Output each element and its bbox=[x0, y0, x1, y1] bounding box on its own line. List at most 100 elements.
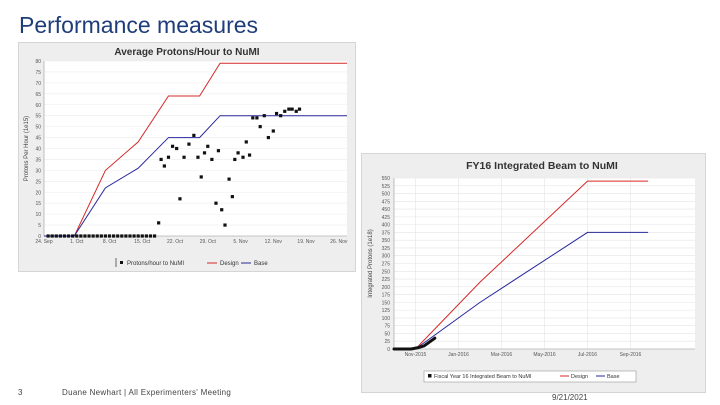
data-point bbox=[136, 234, 140, 238]
x-tick-label: Mar-2016 bbox=[491, 352, 513, 358]
data-point bbox=[210, 157, 214, 162]
protons-per-hour-chart-svg: Average Protons/Hour to NuMI 0 5 10 15 20 25 30… bbox=[19, 43, 355, 271]
data-point bbox=[103, 234, 108, 238]
legend-label-design: Design bbox=[220, 261, 239, 267]
data-point bbox=[46, 234, 50, 238]
data-point bbox=[99, 234, 103, 238]
data-point bbox=[202, 151, 207, 155]
data-point bbox=[220, 208, 224, 212]
legend-box bbox=[423, 370, 637, 383]
data-point bbox=[199, 175, 203, 179]
data-point bbox=[79, 234, 83, 238]
data-point bbox=[266, 135, 270, 140]
y-tick-label: 30 bbox=[35, 168, 41, 174]
data-point bbox=[274, 111, 279, 116]
y-tick-label: 40 bbox=[35, 147, 41, 153]
x-tick-label: 15. Oct bbox=[134, 239, 151, 245]
x-tick-label: May-2016 bbox=[533, 352, 555, 358]
data-point bbox=[148, 234, 153, 238]
y-tick-label: 75 bbox=[384, 324, 390, 330]
data-point bbox=[62, 234, 67, 238]
data-point bbox=[83, 234, 87, 238]
y-tick-label: 25 bbox=[384, 339, 390, 345]
protons-per-hour-chart: Average Protons/Hour to NuMI 0 5 10 15 20 25 30… bbox=[18, 42, 356, 272]
data-point bbox=[95, 234, 99, 238]
data-point bbox=[166, 155, 171, 159]
data-point bbox=[247, 153, 252, 157]
data-point bbox=[244, 140, 248, 144]
footer-date: 9/21/2021 bbox=[552, 393, 588, 402]
y-tick-label: 325 bbox=[382, 246, 391, 252]
y-tick-label: 25 bbox=[35, 179, 41, 185]
y-tick-label: 0 bbox=[38, 234, 41, 240]
y-tick-label: 10 bbox=[35, 212, 41, 218]
y-tick-label: 125 bbox=[382, 308, 391, 314]
legend-label-base: Base bbox=[254, 261, 268, 267]
base-line bbox=[44, 115, 347, 237]
data-point bbox=[230, 195, 234, 199]
y-tick-label: 50 bbox=[384, 331, 390, 337]
chart-title: Average Protons/Hour to NuMI bbox=[114, 47, 259, 58]
y-axis-label: Integrated Protons (1e18) bbox=[368, 229, 374, 297]
data-point bbox=[262, 114, 266, 118]
y-tick-label: 80 bbox=[35, 59, 41, 65]
data-point bbox=[223, 223, 227, 227]
x-tick-label: 5. Nov bbox=[233, 239, 248, 245]
data-point bbox=[120, 234, 124, 238]
y-tick-label: 350 bbox=[382, 238, 391, 244]
data-point bbox=[294, 109, 298, 113]
y-tick-label: 300 bbox=[382, 254, 391, 260]
y-tick-label: 375 bbox=[382, 230, 391, 236]
data-point bbox=[116, 234, 120, 238]
data-point bbox=[54, 234, 58, 238]
data-point bbox=[182, 155, 186, 159]
data-point bbox=[216, 149, 221, 153]
y-tick-label: 5 bbox=[38, 223, 41, 229]
y-tick-label: 400 bbox=[382, 223, 391, 229]
y-tick-label: 20 bbox=[35, 190, 41, 196]
legend-label-points: Protons/hour to NuMI bbox=[127, 261, 184, 267]
chart-title: FY16 Integrated Beam to NuMI bbox=[466, 160, 618, 172]
data-point bbox=[157, 221, 161, 225]
x-tick-label: Nov-2015 bbox=[405, 352, 427, 358]
y-tick-label: 525 bbox=[382, 184, 391, 190]
data-point bbox=[255, 116, 259, 120]
data-point bbox=[112, 234, 116, 238]
y-tick-label: 75 bbox=[35, 70, 41, 76]
x-tick-label: Jan-2016 bbox=[448, 352, 469, 358]
data-point bbox=[71, 234, 75, 238]
data-point bbox=[152, 234, 157, 238]
data-point bbox=[144, 234, 148, 238]
x-tick-label: 12. Nov bbox=[265, 239, 283, 245]
data-point bbox=[132, 234, 136, 238]
data-point bbox=[214, 201, 218, 205]
x-tick-label: 29. Oct bbox=[200, 239, 217, 245]
y-tick-label: 175 bbox=[382, 293, 391, 299]
data-point bbox=[290, 107, 294, 111]
data-point bbox=[58, 234, 62, 238]
y-tick-label: 100 bbox=[382, 316, 391, 322]
y-tick-label: 55 bbox=[35, 114, 41, 120]
design-line bbox=[44, 62, 347, 237]
x-tick-label: 26. Nov bbox=[330, 239, 348, 245]
data-point bbox=[128, 234, 132, 238]
integrated-beam-chart: FY16 Integrated Beam to NuMI 0 25 50 75 100 12… bbox=[361, 153, 706, 393]
y-tick-label: 475 bbox=[382, 199, 391, 205]
y-tick-label: 550 bbox=[382, 176, 391, 182]
data-point bbox=[227, 177, 231, 181]
data-point bbox=[107, 234, 112, 238]
legend-label-base: Base bbox=[607, 374, 620, 380]
data-point bbox=[170, 144, 175, 148]
y-tick-label: 60 bbox=[35, 103, 41, 109]
legend-label-design: Design bbox=[571, 374, 588, 380]
y-tick-label: 70 bbox=[35, 81, 41, 87]
y-tick-label: 250 bbox=[382, 269, 391, 275]
y-tick-label: 500 bbox=[382, 192, 391, 198]
x-tick-label: 24. Sep bbox=[35, 239, 52, 245]
y-tick-label: 425 bbox=[382, 215, 391, 221]
x-tick-label: Jul-2016 bbox=[578, 352, 597, 358]
data-point bbox=[178, 197, 182, 201]
data-point bbox=[287, 107, 291, 111]
data-point bbox=[66, 234, 71, 238]
